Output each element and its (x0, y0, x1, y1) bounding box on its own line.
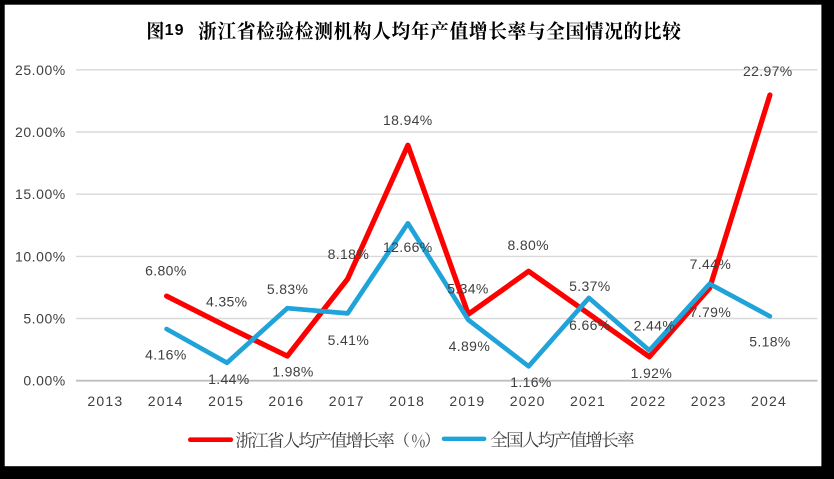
svg-text:2021: 2021 (570, 393, 606, 409)
svg-text:1.92%: 1.92% (631, 365, 672, 381)
svg-text:4.16%: 4.16% (145, 347, 186, 363)
svg-text:10.00%: 10.00% (15, 248, 66, 264)
svg-text:5.34%: 5.34% (447, 281, 488, 297)
svg-text:2017: 2017 (329, 393, 365, 409)
svg-text:4.35%: 4.35% (206, 293, 247, 309)
svg-text:6.80%: 6.80% (145, 263, 186, 279)
svg-text:6.66%: 6.66% (569, 317, 610, 333)
svg-text:5.00%: 5.00% (23, 311, 65, 327)
svg-text:8.80%: 8.80% (507, 237, 548, 253)
svg-text:8.18%: 8.18% (328, 246, 369, 262)
svg-text:5.18%: 5.18% (749, 333, 790, 349)
svg-text:2015: 2015 (208, 393, 244, 409)
svg-text:2013: 2013 (87, 393, 123, 409)
svg-text:0.00%: 0.00% (23, 373, 65, 389)
svg-text:19: 19 (165, 22, 185, 39)
svg-text:7.79%: 7.79% (690, 304, 731, 320)
svg-text:5.83%: 5.83% (267, 281, 308, 297)
svg-text:2024: 2024 (751, 393, 787, 409)
svg-text:7.44%: 7.44% (690, 256, 731, 272)
svg-text:18.94%: 18.94% (383, 112, 433, 128)
svg-text:2014: 2014 (148, 393, 184, 409)
svg-text:22.97%: 22.97% (743, 63, 793, 79)
svg-text:2020: 2020 (510, 393, 546, 409)
svg-text:15.00%: 15.00% (15, 186, 66, 202)
svg-text:2022: 2022 (630, 393, 666, 409)
svg-text:1.98%: 1.98% (272, 363, 313, 379)
svg-text:2.44%: 2.44% (634, 318, 675, 334)
svg-text:12.66%: 12.66% (383, 239, 433, 255)
svg-text:1.16%: 1.16% (510, 374, 551, 390)
svg-text:2019: 2019 (449, 393, 485, 409)
svg-text:1.44%: 1.44% (208, 371, 249, 387)
svg-text:5.41%: 5.41% (328, 332, 369, 348)
svg-text:2018: 2018 (389, 393, 425, 409)
svg-text:2023: 2023 (691, 393, 727, 409)
svg-text:25.00%: 25.00% (15, 62, 66, 78)
svg-text:5.37%: 5.37% (569, 278, 610, 294)
svg-text:20.00%: 20.00% (15, 124, 66, 140)
svg-text:4.89%: 4.89% (449, 338, 490, 354)
svg-text:2016: 2016 (268, 393, 304, 409)
